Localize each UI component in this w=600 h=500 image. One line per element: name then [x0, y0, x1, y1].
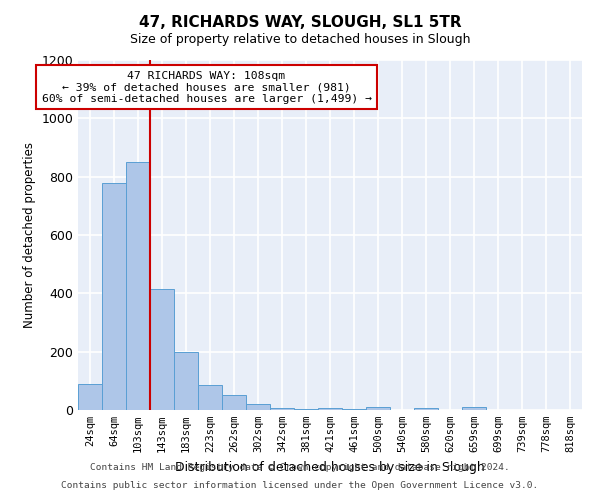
Bar: [318, 408, 342, 410]
Text: Contains public sector information licensed under the Open Government Licence v3: Contains public sector information licen…: [61, 480, 539, 490]
X-axis label: Distribution of detached houses by size in Slough: Distribution of detached houses by size …: [175, 460, 485, 473]
Text: 47 RICHARDS WAY: 108sqm
← 39% of detached houses are smaller (981)
60% of semi-d: 47 RICHARDS WAY: 108sqm ← 39% of detache…: [41, 70, 371, 104]
Bar: [198, 385, 222, 410]
Text: Contains HM Land Registry data © Crown copyright and database right 2024.: Contains HM Land Registry data © Crown c…: [90, 463, 510, 472]
Bar: [150, 289, 174, 410]
Bar: [366, 407, 390, 410]
Bar: [270, 408, 294, 410]
Y-axis label: Number of detached properties: Number of detached properties: [23, 142, 36, 328]
Bar: [174, 352, 198, 410]
Bar: [222, 395, 246, 410]
Text: 47, RICHARDS WAY, SLOUGH, SL1 5TR: 47, RICHARDS WAY, SLOUGH, SL1 5TR: [139, 15, 461, 30]
Bar: [342, 409, 366, 410]
Bar: [414, 408, 438, 410]
Bar: [294, 409, 318, 410]
Bar: [126, 162, 150, 410]
Bar: [78, 384, 102, 410]
Text: Size of property relative to detached houses in Slough: Size of property relative to detached ho…: [130, 32, 470, 46]
Bar: [246, 404, 270, 410]
Bar: [102, 182, 126, 410]
Bar: [462, 407, 486, 410]
